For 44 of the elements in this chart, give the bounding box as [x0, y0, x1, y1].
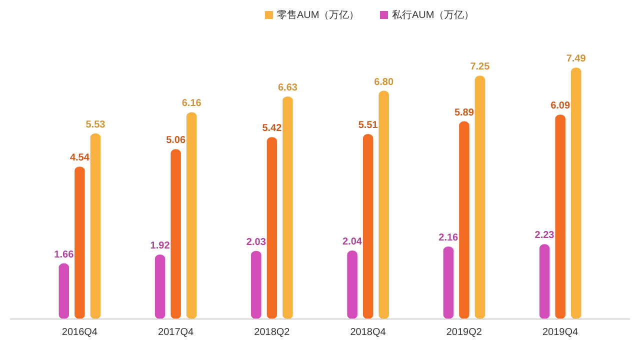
x-tick-label: 2019Q2 [446, 327, 482, 338]
bar [539, 244, 550, 319]
bar [58, 263, 70, 319]
data-label: 1.92 [150, 240, 170, 252]
data-label: 2.23 [534, 230, 555, 242]
data-label: 7.49 [566, 54, 586, 65]
bar [443, 246, 454, 319]
legend-label: 私行AUM（万亿） [392, 9, 474, 21]
bar [154, 254, 166, 319]
x-tick-label: 2017Q4 [158, 327, 194, 338]
x-tick-label: 2018Q4 [350, 327, 386, 338]
data-label: 7.25 [470, 62, 490, 73]
data-label: 6.63 [278, 82, 298, 94]
data-label: 5.42 [262, 123, 282, 134]
bar [378, 90, 389, 319]
data-label: 4.54 [70, 152, 90, 164]
data-label: 5.06 [166, 135, 186, 146]
data-label: 6.16 [182, 98, 202, 110]
data-label: 2.03 [246, 236, 266, 248]
data-label: 2.16 [438, 232, 459, 244]
x-tick-label: 2016Q4 [62, 327, 98, 338]
bar [74, 166, 85, 319]
data-label: 5.89 [454, 107, 474, 118]
bar [282, 96, 293, 319]
x-tick-label: 2019Q4 [542, 327, 579, 338]
x-tick-label: 2018Q2 [254, 327, 290, 338]
bar [459, 121, 470, 319]
bar [186, 112, 197, 319]
data-label: 6.80 [374, 76, 394, 88]
bar [570, 68, 582, 319]
data-label: 1.66 [54, 249, 74, 260]
data-label: 5.51 [358, 120, 378, 132]
bar [170, 149, 181, 319]
bar [347, 250, 358, 319]
bar [266, 137, 278, 319]
bar [474, 76, 486, 319]
data-label: 6.09 [550, 100, 570, 112]
bar [362, 134, 374, 319]
data-label: 5.53 [86, 119, 106, 130]
bar [555, 114, 566, 319]
legend-label: 零售AUM（万亿） [277, 9, 360, 21]
bar [90, 133, 101, 319]
data-label: 2.04 [342, 236, 362, 248]
bar [251, 250, 262, 319]
